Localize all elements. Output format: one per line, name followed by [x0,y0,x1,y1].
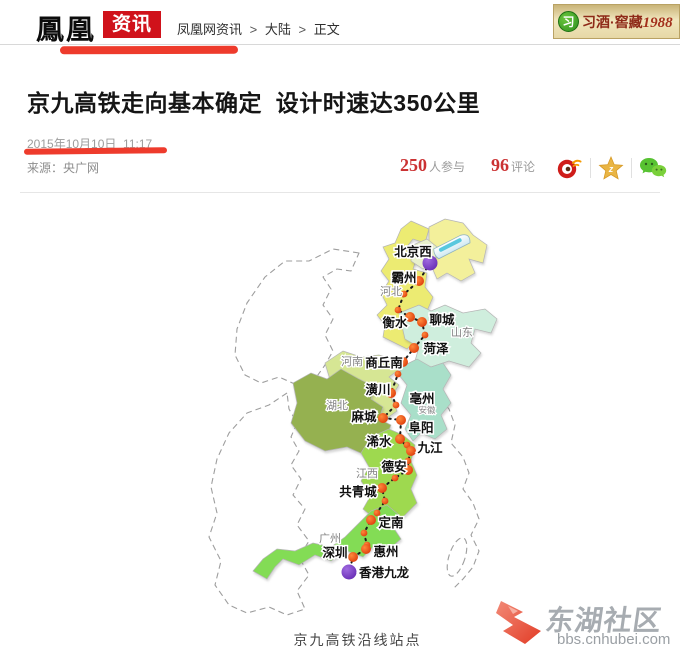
station-label: 九江 [416,440,443,455]
breadcrumb-link-mainland[interactable]: 大陆 [264,22,291,37]
station-label: 阜阳 [408,420,433,435]
terminal-dot-北京西 [422,255,438,271]
donghu-community-url: bbs.cnhubei.com [557,631,671,648]
station-label: 菏泽 [423,341,449,356]
wechat-icon[interactable] [639,156,667,180]
station-dot-阜阳 [396,415,406,425]
comments-count[interactable]: 96 [491,155,510,175]
province-label: 安徽 [418,405,436,415]
station-dot-德安 [403,465,413,475]
station-dot-惠州 [361,544,371,554]
station-dot-九江 [406,446,416,456]
province-anhui [398,358,452,442]
station-dot-菏泽 [409,343,419,353]
province-guangdong [252,504,402,580]
red-marker-annotation-date [23,147,168,155]
station-label: 香港九龙 [358,565,410,580]
province-label: 山东 [451,326,473,339]
header-divider [0,44,680,45]
route-intermediate-dot [404,457,412,465]
province-label: 河北 [380,285,402,298]
participants-label[interactable]: 人参与 [429,160,466,174]
page-title: 京九高铁走向基本确定 设计时速达350公里 [27,90,481,116]
qzone-star-icon[interactable]: z [598,156,624,180]
liquor-ad-banner[interactable]: 习 习酒·窖藏1988 [553,4,680,39]
province-jiangxi [360,428,418,526]
route-intermediate-dot [394,370,402,378]
station-dot-共青城 [377,483,387,493]
dashed-border-southwest [208,392,310,616]
station-label: 霸州 [391,271,416,285]
station-label: 聊城 [429,312,455,327]
news-channel-badge[interactable]: 资讯 [103,11,161,38]
station-label: 共青城 [339,484,377,499]
station-label: 麻城 [350,409,377,424]
route-intermediate-dot [400,290,408,298]
station-dot-浠水 [395,434,405,444]
svg-text:z: z [608,164,614,174]
comments-label[interactable]: 评论 [511,160,536,174]
station-label: 惠州 [373,544,398,559]
railway-map: 河北山东河南湖北 安徽江西广州 北京西霸州衡水 聊城菏泽商丘南潢川亳州麻城阜阳浠水 九江… [175,215,570,635]
share-toolbar: z [556,155,667,181]
province-label: 广州 [319,532,341,545]
route-intermediate-dot [373,509,381,517]
station-label: 衡水 [382,315,408,330]
station-dot-深圳 [348,552,358,562]
route-intermediate-dot [360,529,368,537]
station-label: 北京西 [394,244,432,259]
train-icon [433,234,471,260]
route-intermediate-dot [392,401,400,409]
station-dot-商丘南 [398,357,408,367]
station-label: 亳州 [409,391,434,406]
toolbar-divider [590,158,591,178]
province-label: 湖北 [326,399,348,412]
station-dot-定南 [366,515,376,525]
province-label: 江西 [356,467,378,480]
article-divider [20,192,660,193]
engagement-counts: 250 人参与 96 评论 [400,155,535,176]
breadcrumb-separator: > [298,22,307,37]
province-label: 河南 [341,355,363,368]
phoenix-logo[interactable]: 鳳凰 [36,15,97,46]
breadcrumb-separator: > [249,22,258,37]
station-dot-聊城 [417,317,427,327]
province-shapes [252,218,498,580]
route-line [348,262,431,573]
station-label: 德安 [381,459,406,474]
station-dot-衡水 [405,312,415,322]
route-intermediate-dot [394,306,402,314]
station-dot-麻城 [378,413,388,423]
terminal-dot-香港九龙 [341,564,357,580]
route-intermediate-dot [421,331,429,339]
station-label: 浠水 [366,434,392,449]
map-caption: 京九高铁沿线站点 [293,634,422,649]
dashed-island-taiwan [446,537,468,577]
station-label: 定南 [377,515,404,530]
station-label: 深圳 [322,545,347,560]
station-label: 潢川 [365,382,390,397]
red-marker-annotation-top [59,45,239,55]
ad-text: 习酒·窖藏1988 [582,13,673,31]
breadcrumb: 凤凰网资讯 > 大陆 > 正文 [177,19,344,38]
route-intermediate-dot [391,474,399,482]
station-dot-霸州 [414,276,424,286]
station-dot-潢川 [386,388,396,398]
route-intermediate-dot [381,497,389,505]
breadcrumb-link-article[interactable]: 正文 [313,22,340,37]
weibo-icon[interactable] [556,156,583,180]
breadcrumb-root-link[interactable]: 凤凰网资讯 [177,22,243,37]
liquor-brand-icon: 习 [558,11,579,32]
participants-count[interactable]: 250 [400,155,427,175]
station-label: 商丘南 [365,355,403,370]
article-source: 来源：央广网 [27,161,100,175]
donghu-community-logo-icon [494,598,546,653]
dashed-border-northwest [234,248,360,386]
toolbar-divider [631,158,632,178]
